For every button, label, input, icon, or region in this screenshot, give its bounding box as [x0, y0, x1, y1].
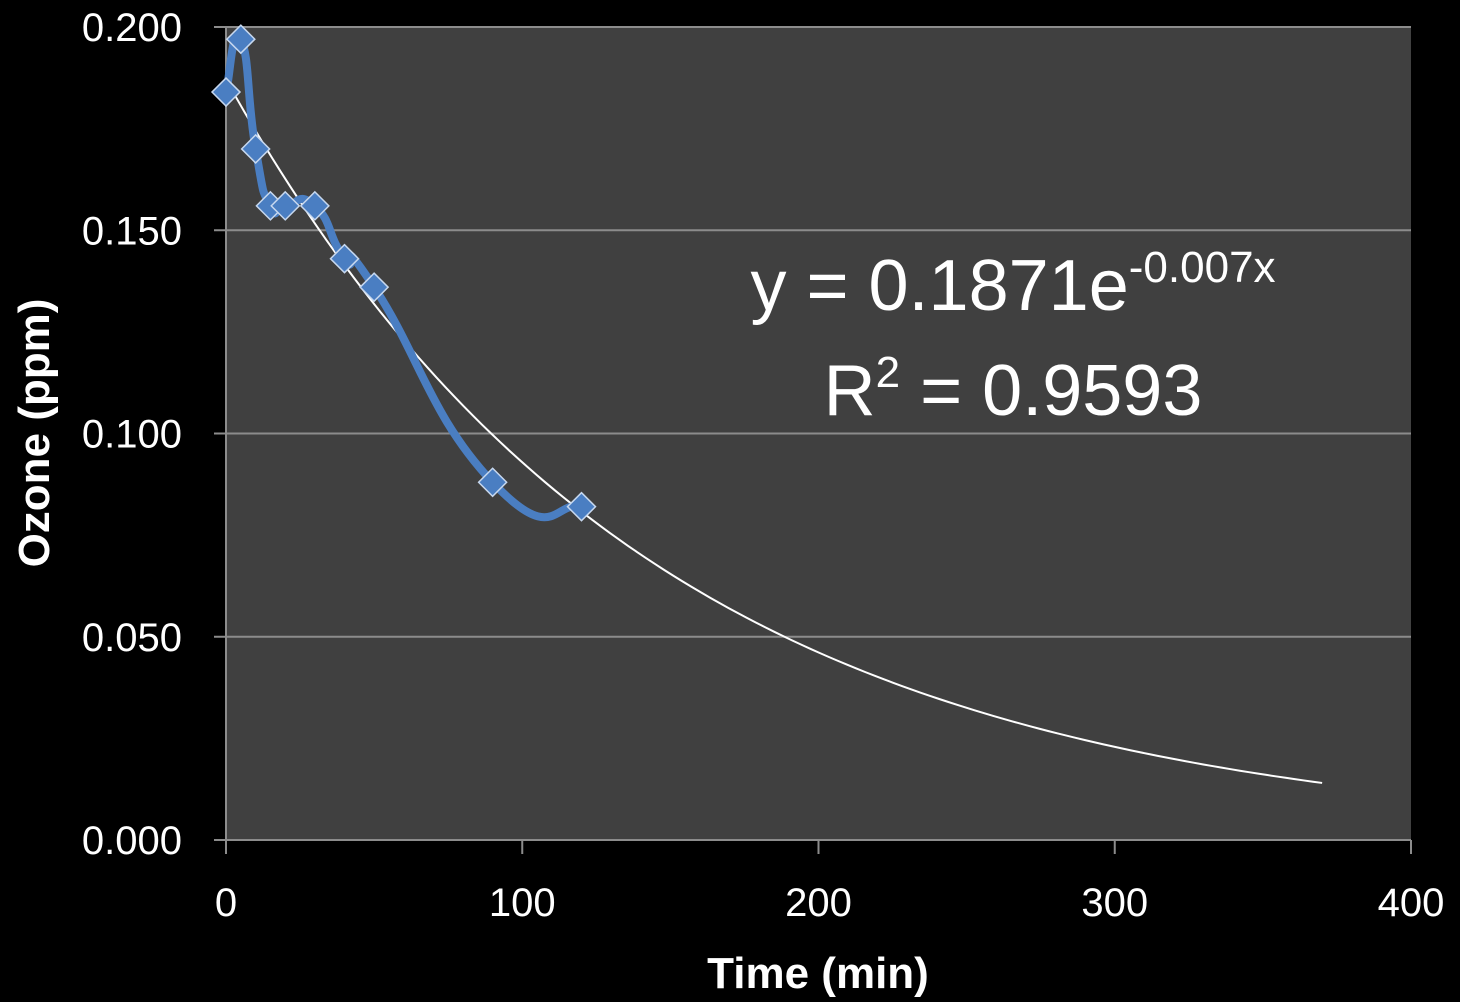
data-point-marker: [329, 243, 360, 274]
x-tick-label: 200: [785, 881, 852, 925]
data-point-marker: [477, 467, 508, 498]
y-tick-label: 0.150: [82, 209, 182, 253]
data-point-marker: [225, 24, 256, 55]
data-point-marker: [359, 272, 390, 303]
tick-labels: 0.000 0.050 0.100 0.150 0.200 0 100 200 300 400: [82, 6, 1444, 925]
equation-exponent: -0.007x: [1129, 243, 1276, 292]
data-point-marker: [240, 133, 271, 165]
r-squared-label: R2 = 0.9593: [824, 348, 1203, 431]
equation-base: y = 0.1871e: [750, 246, 1128, 326]
r-squared-value: = 0.9593: [900, 351, 1202, 431]
data-point-marker: [566, 491, 597, 522]
data-point-marker: [299, 190, 330, 221]
x-axis-title: Time (min): [707, 949, 929, 998]
x-tick-label: 400: [1378, 881, 1445, 925]
marker-layer: [210, 24, 597, 522]
trendline-equation: y = 0.1871e-0.007x: [750, 243, 1275, 326]
x-tick-label: 300: [1081, 881, 1148, 925]
r-squared-exponent: 2: [876, 348, 900, 397]
x-tick-label: 100: [489, 881, 556, 925]
y-axis-title: Ozone (ppm): [10, 299, 59, 568]
y-tick-label: 0.200: [82, 6, 182, 50]
data-point-marker: [270, 190, 301, 221]
y-tick-label: 0.050: [82, 616, 182, 660]
y-tick-label: 0.000: [82, 819, 182, 863]
axes: [214, 26, 1412, 854]
x-tick-label: 0: [215, 881, 237, 925]
y-tick-label: 0.100: [82, 413, 182, 457]
grid-lines: [226, 26, 1411, 638]
r-squared-symbol: R: [824, 351, 876, 431]
data-point-marker: [210, 76, 242, 108]
